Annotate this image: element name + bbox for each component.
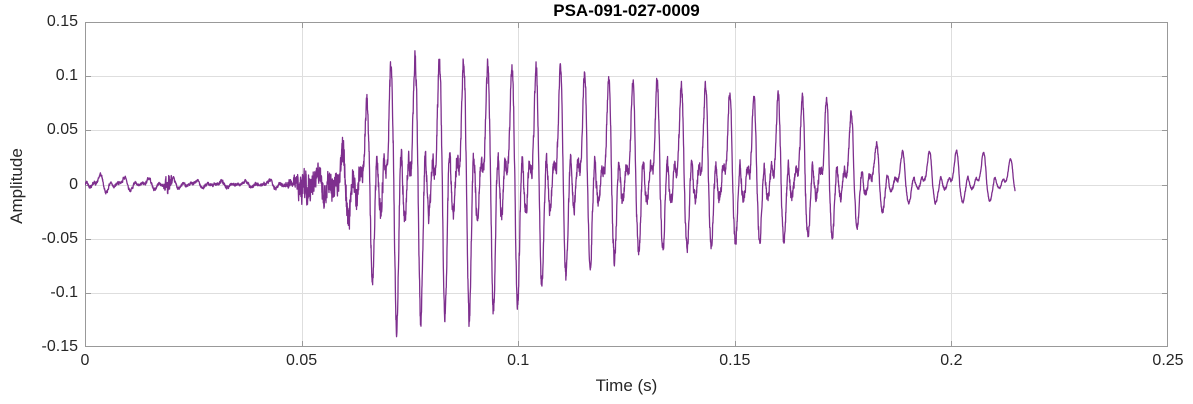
x-tick-label: 0.15 <box>719 352 751 369</box>
y-tick-label: -0.05 <box>41 229 78 247</box>
x-tick-label: 0.1 <box>507 352 530 369</box>
x-axis-label: Time (s) <box>595 376 658 395</box>
y-tick-label: 0.15 <box>46 13 78 30</box>
x-tick-label: 0.2 <box>940 352 963 369</box>
waveform-canvas <box>85 22 1168 347</box>
plot-area <box>85 22 1168 347</box>
y-tick-label: -0.15 <box>41 338 78 355</box>
y-tick-label: 0 <box>69 175 78 193</box>
y-tick-label: -0.1 <box>50 283 78 301</box>
x-tick-label: 0.25 <box>1152 352 1184 369</box>
plot-title: PSA-091-027-0009 <box>553 1 700 20</box>
y-tick-label: 0.1 <box>55 67 78 85</box>
x-tick-label: 0 <box>80 352 90 369</box>
x-tick-label: 0.05 <box>286 352 318 369</box>
y-tick-label: 0.05 <box>46 121 78 139</box>
